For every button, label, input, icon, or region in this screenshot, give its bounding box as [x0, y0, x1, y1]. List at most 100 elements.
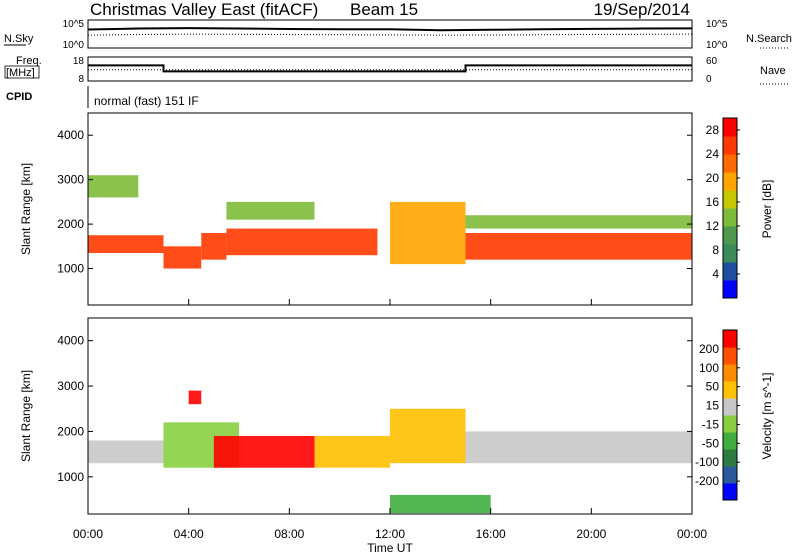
- velocity-colorbar-seg-5: [723, 398, 737, 416]
- xtick-label-0: 00:00: [73, 527, 103, 541]
- power-band-6: [465, 233, 692, 260]
- nsky-tick-bottom: 10^0: [63, 40, 85, 51]
- time-axis-label: Time UT: [367, 541, 413, 554]
- velocity-ytick-label-2: 3000: [57, 379, 84, 393]
- power-ytick-label-2: 3000: [57, 173, 84, 187]
- velocity-band-0: [88, 440, 164, 464]
- velocity-y-axis: 1000 2000 3000 4000: [57, 334, 692, 484]
- velocity-ytick-label-1: 2000: [57, 424, 84, 438]
- velocity-colorbar-label-6: -100: [695, 455, 719, 469]
- power-band-5: [390, 201, 466, 265]
- power-band-3: [226, 228, 378, 256]
- power-band-8: [88, 175, 139, 198]
- power-colorbar: 4 8 12 16 20 24 28: [706, 117, 740, 299]
- velocity-colorbar-label-2: 50: [706, 380, 720, 394]
- power-band-2: [201, 233, 227, 260]
- time-axis: 00:00 04:00 08:00 12:00 16:00 20:00 00:00: [73, 299, 707, 541]
- power-colorbar-label: Power [dB]: [760, 180, 774, 239]
- power-colorbar-seg-1: [723, 262, 737, 281]
- power-colorbar-seg-5: [723, 190, 737, 209]
- velocity-band-3: [314, 435, 390, 468]
- power-colorbar-seg-0: [723, 280, 737, 299]
- velocity-colorbar-label-5: -50: [702, 436, 720, 450]
- velocity-colorbar-seg-2: [723, 449, 737, 467]
- power-band-0: [88, 235, 164, 253]
- velocity-colorbar-seg-8: [723, 347, 737, 365]
- velocity-colorbar-seg-7: [723, 364, 737, 382]
- velocity-ylabel: Slant Range [km]: [19, 370, 33, 462]
- power-ytick-label-1: 2000: [57, 217, 84, 231]
- nsky-strip-frame: [87, 19, 693, 49]
- freq-strip-frame: [87, 56, 693, 82]
- velocity-colorbar-seg-1: [723, 466, 737, 484]
- freq-series-line: [88, 64, 692, 73]
- velocity-band-2: [213, 435, 315, 468]
- power-ylabel: Slant Range [km]: [19, 163, 33, 255]
- velocity-band-6: [465, 431, 692, 464]
- power-colorbar-seg-4: [723, 208, 737, 227]
- nsearch-tick-top: 10^5: [706, 19, 728, 30]
- nave-tick-bottom: 0: [706, 74, 712, 85]
- velocity-ytick-label-3: 4000: [57, 334, 84, 348]
- power-colorbar-label-6: 28: [706, 123, 720, 137]
- power-colorbar-label-2: 12: [706, 219, 720, 233]
- xtick-label-2: 08:00: [274, 527, 304, 541]
- power-colorbar-seg-9: [723, 118, 737, 137]
- xtick-label-4: 16:00: [476, 527, 506, 541]
- chart-title: Christmas Valley East (fitACF): [90, 0, 318, 19]
- nsky-label: N.Sky: [4, 33, 34, 45]
- freq-unit-box: [4, 65, 40, 79]
- power-colorbar-label-1: 8: [712, 243, 719, 257]
- freq-tick-top: 18: [73, 56, 85, 67]
- cpid-value: normal (fast) 151 IF: [94, 94, 199, 108]
- nsky-series-line: [87, 27, 693, 32]
- velocity-colorbar-seg-9: [723, 330, 737, 348]
- freq-label: Freq.: [16, 55, 42, 67]
- xtick-label-1: 04:00: [174, 527, 204, 541]
- power-band-1: [163, 246, 202, 269]
- velocity-colorbar: 200 100 50 15 -15 -50 -100 -200: [695, 329, 740, 501]
- power-colorbar-seg-7: [723, 154, 737, 173]
- power-colorbar-frame: [722, 117, 738, 299]
- date-label: 19/Sep/2014: [594, 0, 690, 19]
- velocity-colorbar-label: Velocity [m s^-1]: [760, 373, 774, 460]
- power-colorbar-seg-8: [723, 136, 737, 155]
- nsearch-label: N.Search: [746, 33, 792, 45]
- power-y-axis: 1000 2000 3000 4000: [57, 128, 692, 276]
- nsearch-series-line: [87, 33, 693, 36]
- freq-unit-label: [MHz]: [6, 67, 35, 79]
- xtick-label-6: 00:00: [677, 527, 707, 541]
- beam-label: Beam 15: [350, 0, 418, 19]
- power-band-7: [465, 215, 692, 229]
- velocity-colorbar-seg-4: [723, 415, 737, 433]
- velocity-colorbar-label-0: 200: [699, 342, 719, 356]
- velocity-colorbar-label-4: -15: [702, 417, 720, 431]
- power-colorbar-label-4: 20: [706, 171, 720, 185]
- power-colorbar-label-5: 24: [706, 147, 720, 161]
- velocity-colorbar-label-1: 100: [699, 361, 719, 375]
- power-colorbar-seg-3: [723, 226, 737, 245]
- nave-label: Nave: [760, 65, 786, 77]
- cpid-label: CPID: [6, 91, 32, 103]
- power-band-4: [226, 201, 315, 220]
- power-heatmap: [88, 175, 692, 269]
- power-colorbar-seg-2: [723, 244, 737, 263]
- power-ytick-label-0: 1000: [57, 262, 84, 276]
- power-colorbar-label-3: 16: [706, 195, 720, 209]
- velocity-colorbar-label-3: 15: [706, 399, 720, 413]
- velocity-heatmap: [88, 390, 692, 514]
- freq-tick-bottom: 8: [78, 74, 84, 85]
- velocity-colorbar-seg-3: [723, 432, 737, 450]
- velocity-band-7: [390, 494, 491, 514]
- nsky-tick-top: 10^5: [63, 19, 85, 30]
- velocity-colorbar-seg-0: [723, 483, 737, 501]
- velocity-band-4: [188, 390, 202, 405]
- velocity-ytick-label-0: 1000: [57, 470, 84, 484]
- nave-tick-top: 60: [706, 56, 718, 67]
- velocity-colorbar-label-7: -200: [695, 474, 719, 488]
- power-ytick-label-3: 4000: [57, 128, 84, 142]
- xtick-label-3: 12:00: [375, 527, 405, 541]
- velocity-colorbar-frame: [722, 329, 738, 501]
- power-colorbar-label-0: 4: [712, 267, 719, 281]
- nsearch-tick-bottom: 10^0: [706, 40, 728, 51]
